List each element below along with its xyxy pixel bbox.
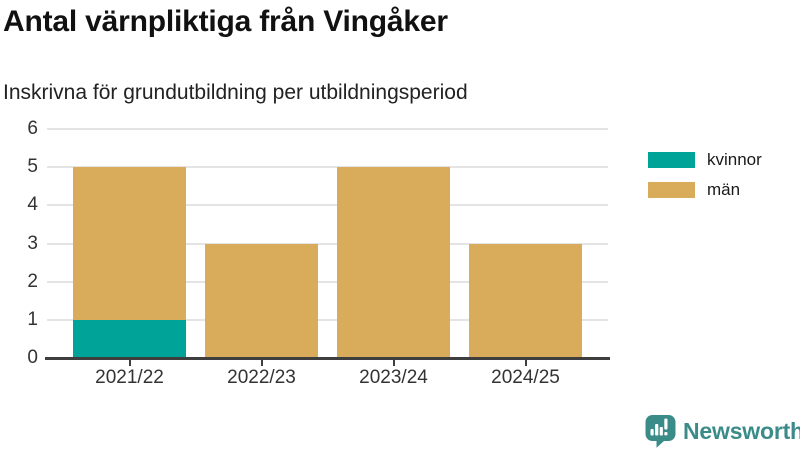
y-tick-label-3: 3: [27, 232, 38, 254]
y-tick-label-2: 2: [27, 270, 38, 292]
x-tick-2024/25: [524, 360, 527, 366]
gridline-y3: [47, 242, 608, 245]
legend-item-kvinnor: kvinnor: [648, 151, 762, 168]
y-tick-label-1: 1: [27, 308, 38, 330]
bar-män-2023/24: [337, 167, 450, 358]
x-tick-label-2023/24: 2023/24: [359, 367, 428, 388]
x-tick-label-2022/23: 2022/23: [227, 367, 296, 388]
page-title: Antal värnpliktiga från Vingåker: [3, 5, 448, 38]
x-tick-2021/22: [128, 360, 131, 366]
chart-subtitle: Inskrivna för grundutbildning per utbild…: [3, 81, 468, 104]
legend-swatch-man: [648, 181, 695, 198]
bar-kvinnor-2021/22: [73, 319, 186, 358]
y-tick-label-5: 5: [27, 156, 38, 178]
legend-label-man: män: [707, 180, 741, 199]
y-tick-label-4: 4: [27, 194, 38, 216]
newsworthy-wordmark: Newsworthy: [683, 418, 800, 444]
bar-chart-speech-bubble-icon: [645, 415, 676, 448]
y-tick-label-6: 6: [27, 118, 38, 139]
x-axis-line: [45, 357, 610, 360]
legend: kvinnor män: [648, 151, 762, 198]
x-tick-2023/24: [392, 360, 395, 366]
legend-label-kvinnor: kvinnor: [707, 150, 762, 169]
plot-area: [47, 128, 608, 358]
gridline-y4: [47, 204, 608, 207]
gridline-y2: [47, 280, 608, 283]
bar-män-2021/22: [73, 167, 186, 320]
gridline-y5: [47, 166, 608, 169]
bar-män-2024/25: [469, 243, 582, 358]
newsworthy-logo: Newsworthy: [645, 415, 800, 448]
y-tick-label-0: 0: [27, 347, 38, 368]
gridline-y6: [47, 128, 608, 130]
bar-män-2022/23: [205, 243, 318, 358]
legend-item-man: män: [648, 181, 762, 198]
x-tick-label-2024/25: 2024/25: [491, 367, 560, 388]
gridline-y1: [47, 318, 608, 321]
x-tick-2022/23: [260, 360, 263, 366]
x-tick-label-2021/22: 2021/22: [95, 367, 164, 388]
legend-swatch-kvinnor: [648, 151, 695, 168]
